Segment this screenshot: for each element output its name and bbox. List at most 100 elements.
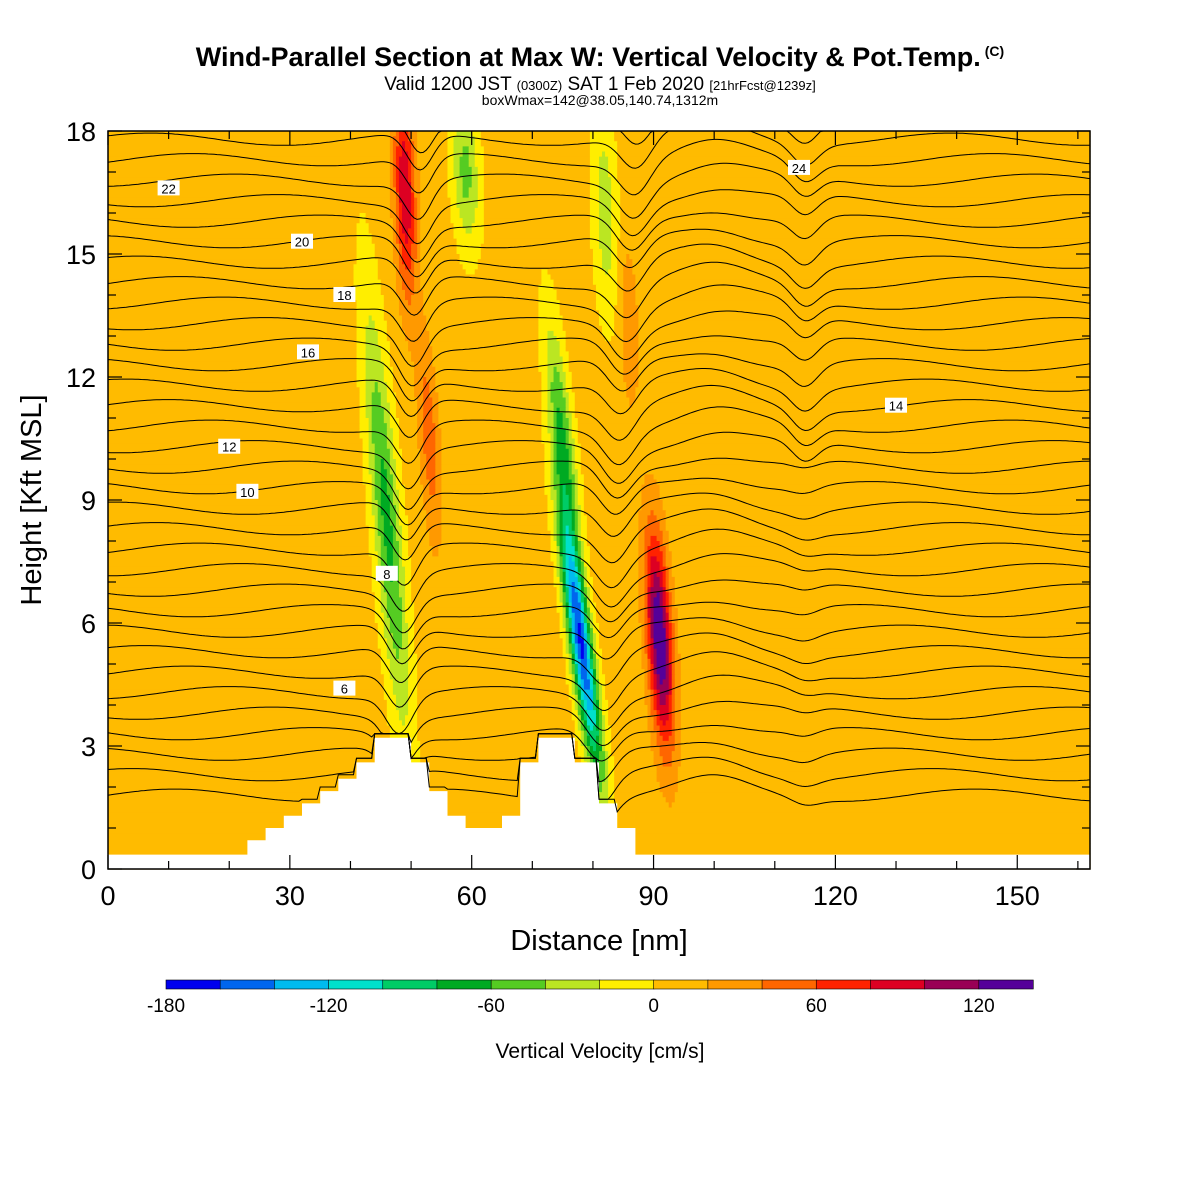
- theta-label-box: [297, 344, 319, 360]
- theta-contour-line: [107, 477, 1091, 526]
- theta-contour-line: [107, 528, 1091, 589]
- x-tick-label: 30: [275, 881, 305, 911]
- theta-contour-line: [107, 353, 1091, 402]
- theta-label-box: [375, 565, 398, 581]
- theta-label: 18: [333, 287, 356, 303]
- theta-contour-line: [107, 733, 1091, 783]
- valid-prefix: Valid 1200 JST: [384, 74, 512, 95]
- colorbar-swatch: [707, 979, 763, 990]
- colorbar-swatch: [761, 979, 817, 990]
- theta-label-box: [333, 680, 356, 696]
- colorbar-tick-label: -60: [477, 996, 504, 1017]
- box-info: boxWmax=142@38.05,140.74,1312m: [481, 92, 719, 108]
- theta-contour-line: [107, 212, 1091, 263]
- chart-subtitle: Valid 1200 JST (0300Z) SAT 1 Feb 2020 [2…: [0, 74, 1200, 96]
- colorbar-swatch: [978, 979, 1034, 990]
- theta-label-box: [157, 180, 180, 196]
- theta-label-text: 6: [341, 682, 348, 697]
- colorbar-label: Vertical Velocity [cm/s]: [496, 1040, 705, 1063]
- theta-contour-line: [107, 228, 1091, 278]
- theta-contour-line: [108, 553, 1091, 612]
- theta-contour-line: [107, 617, 1091, 665]
- theta-contour-line: [107, 368, 1091, 418]
- theta-contour-line: [107, 651, 1091, 712]
- theta-contour-line: [107, 431, 1091, 490]
- theta-contour-line: [107, 406, 1091, 466]
- theta-contour-line: [107, 384, 1091, 441]
- theta-contour-line: [107, 733, 1091, 800]
- theta-label-text: 24: [792, 161, 806, 176]
- theta-contour-line: [107, 579, 1090, 634]
- theta-label: 24: [788, 159, 810, 176]
- theta-label: 8: [375, 565, 398, 582]
- colorbar-swatch: [328, 979, 384, 990]
- colorbar-swatch: [870, 979, 926, 990]
- colorbar: -180 -120 -60 0 60 120 Vertical Velocity [cm/s…: [147, 979, 1034, 1063]
- colorbar-swatch: [653, 979, 709, 990]
- colorbar-swatch: [924, 979, 980, 990]
- theta-label-text: 10: [240, 485, 254, 500]
- theta-label-text: 8: [383, 567, 390, 582]
- y-tick-label: 12: [66, 363, 96, 393]
- theta-contour-line: [107, 162, 1091, 220]
- colorbar-swatch: [545, 979, 601, 990]
- colorbar-swatch: [274, 979, 330, 990]
- theta-contour-line: [107, 130, 1090, 171]
- y-tick-label: 15: [66, 240, 96, 270]
- theta-label-box: [291, 233, 313, 249]
- x-axis-label: Distance [nm]: [510, 925, 687, 957]
- theta-contour-line: [107, 674, 1091, 735]
- theta-label-box: [218, 438, 241, 454]
- theta-contour-line: [107, 700, 1091, 747]
- theta-label-box: [788, 159, 810, 175]
- theta-label-text: 22: [161, 181, 175, 196]
- x-tick-label: 120: [813, 881, 858, 911]
- theta-label: 6: [333, 680, 356, 697]
- theta-contour-line: [107, 725, 1091, 762]
- theta-contour-line: [107, 243, 1091, 294]
- colorbar-swatch: [165, 979, 221, 990]
- theta-label: 12: [218, 438, 241, 455]
- theta-contour-line: [107, 284, 1091, 343]
- theta-contour-line: [107, 335, 1091, 387]
- colorbar-tick-label: 60: [806, 996, 827, 1017]
- theta-contour-line: [107, 189, 1091, 245]
- theta-contour-line: [107, 138, 1091, 196]
- theta-labels: 6 8 10 12 14 16 18 20 22 24: [157, 159, 907, 697]
- title-main: Wind-Parallel Section at Max W: Vertical…: [195, 42, 981, 72]
- theta-label: 22: [157, 180, 180, 196]
- colorbar-tick-label: -120: [310, 996, 348, 1017]
- theta-label-box: [236, 483, 259, 499]
- y-tick-label: 6: [81, 609, 96, 639]
- theta-label: 20: [291, 233, 313, 250]
- chart-title: Wind-Parallel Section at Max W: Vertical…: [0, 42, 1200, 73]
- colorbar-tick-label: 0: [648, 996, 659, 1017]
- theta-contour-line: [107, 261, 1091, 319]
- theta-contour-line: [107, 632, 1091, 686]
- theta-label: 14: [885, 397, 907, 414]
- theta-label-text: 16: [301, 345, 315, 360]
- theta-label-box: [333, 287, 356, 302]
- colorbar-tick-label: -180: [147, 996, 185, 1017]
- y-tick-label: 3: [81, 732, 96, 762]
- theta-label-text: 18: [337, 288, 351, 303]
- colorbar-tick-label: 120: [963, 996, 995, 1017]
- valid-utc: (0300Z): [516, 78, 563, 93]
- theta-label-text: 20: [295, 235, 309, 250]
- x-tick-label: 0: [100, 881, 115, 911]
- theta-contour-line: [107, 508, 1090, 564]
- y-tick-label: 9: [81, 486, 96, 516]
- theta-label-text: 14: [889, 399, 903, 414]
- theta-label: 10: [236, 483, 259, 500]
- theta-contour-line: [107, 601, 1091, 650]
- colorbar-swatch: [599, 979, 655, 990]
- x-tick-label: 150: [995, 881, 1040, 911]
- y-axis-label: Height [Kft MSL]: [16, 394, 48, 605]
- y-tick-label: 18: [66, 117, 96, 147]
- theta-label-box: [885, 397, 907, 413]
- colorbar-swatch: [436, 979, 492, 990]
- axes: 0 30 60 90 120 150 0 3 6 9 12 15 18 Distance [nm] Heig…: [16, 117, 1090, 957]
- forecast-info: [21hrFcst@1239z]: [709, 78, 816, 93]
- x-tick-label: 60: [457, 881, 487, 911]
